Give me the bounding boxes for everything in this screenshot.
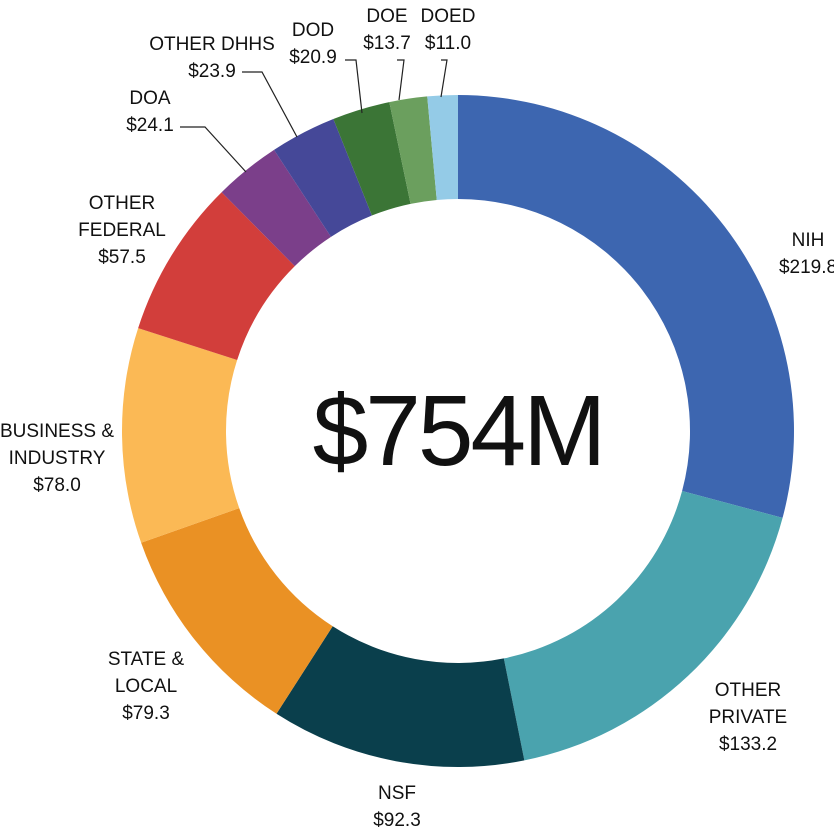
category-label: OTHER PRIVATE	[708, 680, 788, 728]
value-label: $79.3	[122, 703, 170, 724]
slice	[458, 95, 794, 518]
value-label: $133.2	[718, 734, 778, 755]
value-label: $11.0	[424, 33, 472, 54]
category-label: BUSINESS & INDUSTRY	[0, 421, 115, 469]
leader-line	[440, 59, 448, 98]
leader-line	[242, 71, 298, 138]
value-label: $78.0	[33, 475, 81, 496]
category-label: DOED	[420, 6, 476, 27]
slice	[276, 626, 525, 767]
slice	[333, 102, 411, 216]
leader-line	[180, 126, 247, 173]
value-label: $219.8	[778, 257, 834, 278]
value-label: $92.3	[373, 810, 421, 831]
category-label: DOE	[366, 6, 408, 27]
slice	[122, 328, 240, 543]
category-label: DOA	[129, 88, 171, 109]
value-label: $23.9	[188, 61, 236, 82]
slice	[503, 490, 783, 761]
value-label: $20.9	[289, 47, 337, 68]
slice	[427, 95, 458, 200]
category-label: OTHER DHHS	[149, 34, 275, 55]
category-label: NSF	[378, 783, 416, 804]
leader-line	[397, 59, 405, 101]
leader-line	[345, 59, 363, 114]
category-label: OTHER FEDERAL	[78, 193, 166, 241]
center-label: $754M	[312, 375, 607, 487]
slice	[389, 96, 437, 204]
value-label: $13.7	[363, 33, 411, 54]
category-label: DOD	[291, 20, 335, 41]
category-label: NIH	[791, 230, 825, 251]
slice	[138, 192, 295, 360]
value-label: $24.1	[126, 115, 174, 136]
slice	[221, 149, 331, 267]
slice	[274, 118, 372, 237]
slice	[141, 508, 333, 714]
category-label: STATE & LOCAL	[107, 649, 185, 697]
value-label: $57.5	[98, 247, 146, 268]
